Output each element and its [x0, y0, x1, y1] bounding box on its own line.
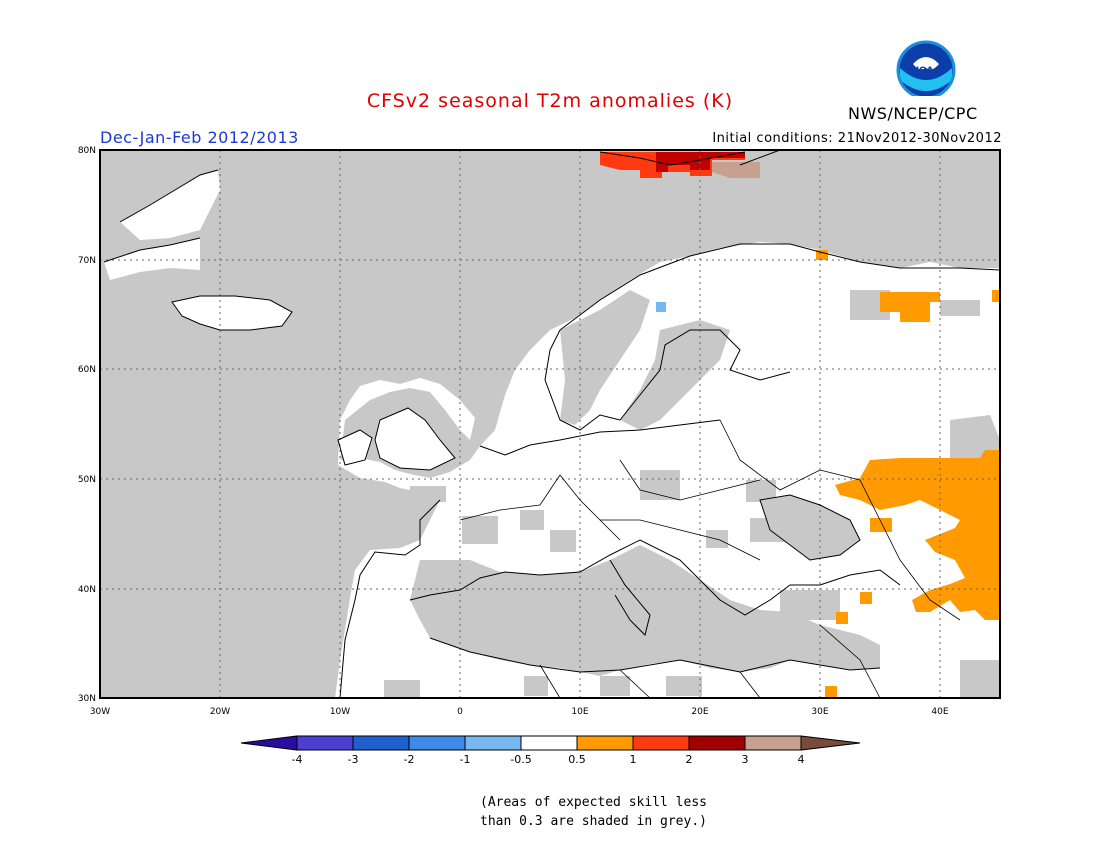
initial-conditions-label: Initial conditions: 21Nov2012-30Nov2012: [712, 131, 1002, 146]
lon-tick: 20W: [210, 707, 230, 717]
colorbar-swatch: [296, 735, 354, 751]
lon-tick: 40E: [931, 707, 948, 717]
lon-tick: 10E: [571, 707, 588, 717]
lat-tick: 80N: [78, 146, 96, 156]
colorbar-labels: -4 -3 -2 -1 -0.5 0.5 1 2 3 4: [292, 753, 805, 766]
skill-note-line-1: (Areas of expected skill less: [480, 795, 707, 810]
colorbar-swatch: [464, 735, 522, 751]
colorbar-swatch: [688, 735, 746, 751]
colorbar-label: -1: [460, 753, 471, 766]
lat-tick: 50N: [78, 475, 96, 485]
lat-tick: 70N: [78, 256, 96, 266]
country-borders: [459, 419, 961, 699]
season-label: Dec-Jan-Feb 2012/2013: [100, 128, 299, 147]
lat-tick: 60N: [78, 365, 96, 375]
skill-note-line-2: than 0.3 are shaded in grey.): [480, 814, 707, 829]
longitude-ticks: 30W 20W 10W 0 10E 20E 30E 40E: [90, 707, 949, 717]
skill-land-areas: [104, 170, 455, 470]
colorbar-swatches: [240, 735, 861, 751]
colorbar-swatch: [744, 735, 802, 751]
colorbar-swatch: [520, 735, 578, 751]
lon-tick: 20E: [691, 707, 708, 717]
colorbar-swatch: [632, 735, 690, 751]
colorbar-swatch: [576, 735, 634, 751]
colorbar-label: 2: [686, 753, 693, 766]
latitude-ticks: 80N 70N 60N 50N 40N 30N: [78, 146, 96, 704]
lon-tick: 10W: [330, 707, 350, 717]
colorbar-label: -4: [292, 753, 303, 766]
colorbar-label: 0.5: [568, 753, 586, 766]
map-frame: [99, 149, 1001, 699]
lon-tick: 30E: [811, 707, 828, 717]
colorbar-swatch: [352, 735, 410, 751]
map-title: CFSv2 seasonal T2m anomalies (K): [366, 90, 734, 112]
colorbar-label: -3: [348, 753, 359, 766]
lon-tick: 0: [457, 707, 463, 717]
agency-label: NWS/NCEP/CPC: [848, 104, 978, 123]
lon-tick: 30W: [90, 707, 110, 717]
colorbar-swatch: [408, 735, 466, 751]
colorbar-label: -2: [404, 753, 415, 766]
colorbar-swatch: [800, 735, 861, 751]
logo-text: NOAA: [912, 66, 941, 76]
colorbar-label: 4: [798, 753, 805, 766]
colorbar-swatch: [240, 735, 298, 751]
colorbar-label: 1: [630, 753, 637, 766]
skill-note: (Areas of expected skill less than 0.3 a…: [480, 793, 707, 831]
coastlines: [103, 149, 1001, 699]
lat-tick: 30N: [78, 694, 96, 704]
noaa-logo-icon: NOAA: [896, 40, 956, 96]
lat-tick: 40N: [78, 585, 96, 595]
colorbar-label: -0.5: [510, 753, 531, 766]
colorbar-label: 3: [742, 753, 749, 766]
